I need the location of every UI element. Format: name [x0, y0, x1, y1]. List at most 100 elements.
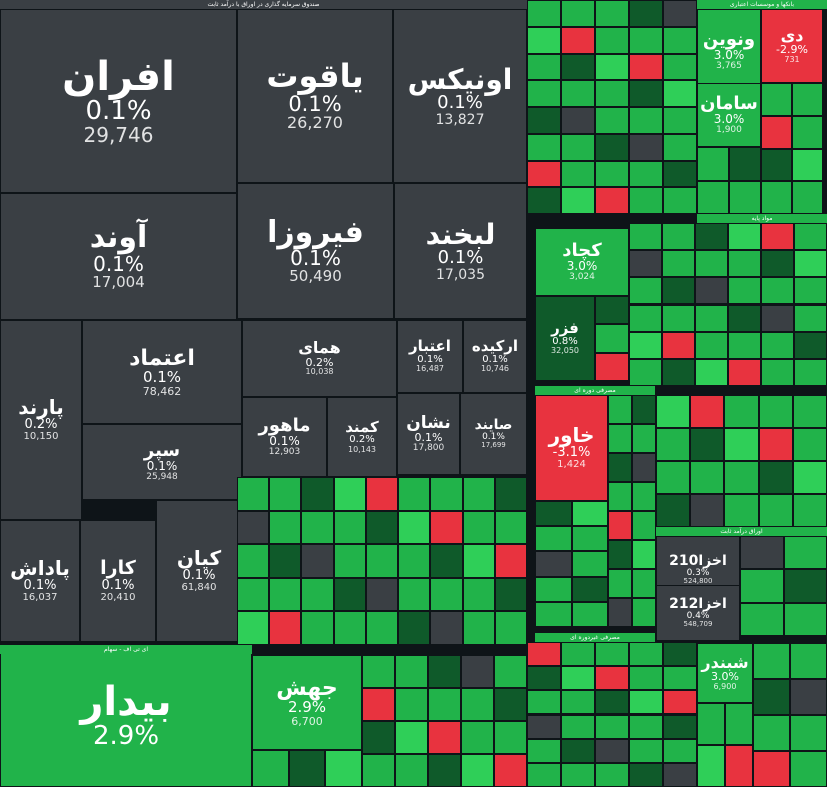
tile-12[interactable]: سپر 0.1% 25,948 — [82, 424, 242, 500]
small-stock-tile[interactable] — [753, 751, 790, 787]
small-stock-tile[interactable] — [663, 0, 697, 27]
small-stock-tile[interactable] — [561, 187, 595, 214]
tile-23[interactable]: دی -2.9% 731 — [761, 9, 823, 83]
small-stock-tile[interactable] — [237, 544, 270, 578]
small-stock-tile[interactable] — [252, 750, 289, 787]
small-stock-tile[interactable] — [794, 331, 827, 359]
small-stock-tile[interactable] — [395, 688, 428, 721]
small-stock-tile[interactable] — [761, 277, 794, 305]
small-stock-tile[interactable] — [395, 754, 428, 787]
small-stock-tile[interactable] — [595, 666, 629, 691]
small-stock-tile[interactable] — [629, 331, 662, 359]
small-stock-tile[interactable] — [237, 611, 270, 645]
tile-6[interactable]: لبخند 0.1% 17,035 — [394, 183, 527, 319]
small-stock-tile[interactable] — [333, 477, 366, 511]
small-stock-tile[interactable] — [333, 611, 366, 645]
small-stock-tile[interactable] — [301, 510, 334, 545]
tile-5[interactable]: فیروزا 0.1% 50,490 — [237, 183, 394, 319]
tile-20[interactable]: بیدار 2.9% — [0, 645, 252, 787]
tile-3[interactable]: اونیکس 0.1% 13,827 — [393, 9, 527, 183]
small-stock-tile[interactable] — [729, 147, 761, 181]
small-stock-tile[interactable] — [608, 569, 632, 598]
small-stock-tile[interactable] — [595, 187, 629, 214]
small-stock-tile[interactable] — [792, 461, 827, 494]
tile-8[interactable]: همای 0.2% 10,038 — [242, 320, 397, 397]
small-stock-tile[interactable] — [461, 688, 494, 721]
small-stock-tile[interactable] — [595, 160, 629, 188]
tile-26[interactable]: فزر 0.8% 32,050 — [535, 296, 595, 381]
small-stock-tile[interactable] — [695, 304, 728, 332]
small-stock-tile[interactable] — [561, 107, 595, 134]
small-stock-tile[interactable] — [462, 544, 495, 578]
small-stock-tile[interactable] — [792, 428, 827, 461]
tile-16[interactable]: صایند 0.1% 17,699 — [460, 393, 527, 475]
small-stock-tile[interactable] — [783, 602, 827, 636]
small-stock-tile[interactable] — [527, 642, 561, 667]
tile-27[interactable]: خاور -3.1% 1,424 — [535, 395, 608, 501]
small-stock-tile[interactable] — [792, 148, 823, 182]
small-stock-tile[interactable] — [398, 577, 431, 612]
small-stock-tile[interactable] — [629, 714, 663, 739]
small-stock-tile[interactable] — [595, 642, 629, 667]
small-stock-tile[interactable] — [461, 721, 494, 754]
tile-18[interactable]: کارا 0.1% 20,410 — [80, 520, 156, 642]
small-stock-tile[interactable] — [535, 526, 572, 552]
small-stock-tile[interactable] — [269, 510, 302, 545]
small-stock-tile[interactable] — [301, 477, 334, 511]
small-stock-tile[interactable] — [629, 666, 663, 691]
small-stock-tile[interactable] — [656, 461, 691, 494]
small-stock-tile[interactable] — [595, 26, 629, 54]
small-stock-tile[interactable] — [527, 160, 561, 188]
small-stock-tile[interactable] — [758, 461, 793, 494]
small-stock-tile[interactable] — [662, 250, 695, 278]
small-stock-tile[interactable] — [663, 107, 697, 134]
small-stock-tile[interactable] — [561, 666, 595, 691]
small-stock-tile[interactable] — [629, 187, 663, 214]
small-stock-tile[interactable] — [761, 223, 794, 251]
small-stock-tile[interactable] — [629, 358, 662, 386]
small-stock-tile[interactable] — [561, 80, 595, 107]
small-stock-tile[interactable] — [758, 395, 793, 428]
tile-10[interactable]: ارکیده 0.1% 10,746 — [463, 320, 527, 393]
small-stock-tile[interactable] — [461, 754, 494, 787]
small-stock-tile[interactable] — [301, 544, 334, 578]
small-stock-tile[interactable] — [608, 424, 632, 453]
small-stock-tile[interactable] — [362, 688, 395, 721]
tile-7[interactable]: اعتماد 0.1% 78,462 — [82, 320, 242, 424]
small-stock-tile[interactable] — [527, 714, 561, 739]
small-stock-tile[interactable] — [656, 494, 691, 527]
small-stock-tile[interactable] — [365, 611, 399, 645]
small-stock-tile[interactable] — [697, 147, 729, 181]
small-stock-tile[interactable] — [761, 115, 792, 149]
small-stock-tile[interactable] — [632, 453, 656, 482]
small-stock-tile[interactable] — [740, 569, 784, 603]
small-stock-tile[interactable] — [663, 53, 697, 81]
small-stock-tile[interactable] — [494, 754, 527, 787]
small-stock-tile[interactable] — [430, 577, 463, 612]
small-stock-tile[interactable] — [535, 551, 572, 577]
small-stock-tile[interactable] — [561, 714, 595, 739]
small-stock-tile[interactable] — [629, 133, 663, 161]
small-stock-tile[interactable] — [728, 304, 761, 332]
small-stock-tile[interactable] — [494, 611, 527, 645]
small-stock-tile[interactable] — [595, 690, 629, 715]
small-stock-tile[interactable] — [608, 395, 632, 424]
small-stock-tile[interactable] — [695, 358, 728, 386]
small-stock-tile[interactable] — [269, 611, 302, 645]
small-stock-tile[interactable] — [632, 482, 656, 511]
small-stock-tile[interactable] — [790, 751, 827, 787]
small-stock-tile[interactable] — [365, 477, 399, 511]
small-stock-tile[interactable] — [535, 501, 572, 527]
small-stock-tile[interactable] — [794, 250, 827, 278]
small-stock-tile[interactable] — [595, 714, 629, 739]
small-stock-tile[interactable] — [561, 738, 595, 763]
small-stock-tile[interactable] — [462, 510, 495, 545]
small-stock-tile[interactable] — [462, 611, 495, 645]
small-stock-tile[interactable] — [761, 331, 794, 359]
small-stock-tile[interactable] — [729, 180, 761, 214]
small-stock-tile[interactable] — [395, 721, 428, 754]
small-stock-tile[interactable] — [561, 642, 595, 667]
small-stock-tile[interactable] — [792, 395, 827, 428]
small-stock-tile[interactable] — [288, 750, 326, 787]
small-stock-tile[interactable] — [527, 80, 561, 107]
